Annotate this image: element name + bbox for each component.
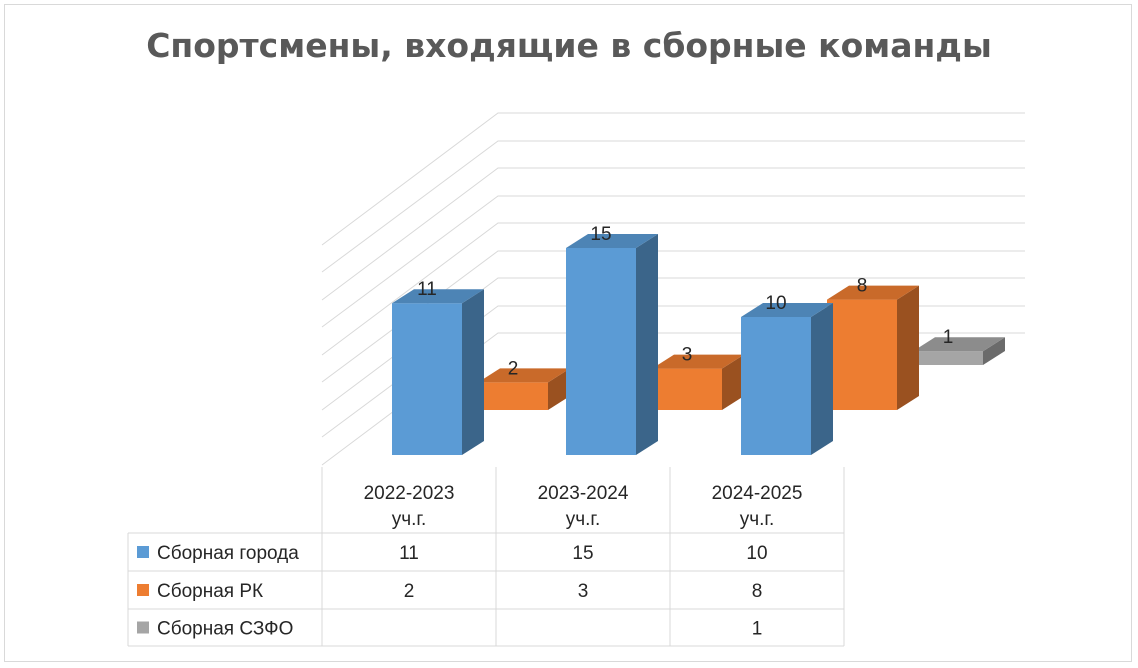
chart-title: Спортсмены, входящие в сборные команды bbox=[146, 26, 992, 65]
bar bbox=[392, 289, 484, 455]
data-labels: 1 2 3 8 11 15 10 bbox=[417, 224, 953, 379]
data-label: 8 bbox=[857, 276, 868, 297]
table-cell: 8 bbox=[752, 581, 763, 602]
bar-front bbox=[392, 303, 462, 455]
data-label: 15 bbox=[590, 224, 611, 245]
legend-key bbox=[137, 546, 149, 558]
category-label: уч.г. bbox=[566, 509, 601, 530]
gridline bbox=[321, 222, 1025, 356]
bar-front bbox=[652, 368, 722, 410]
bar-top bbox=[566, 234, 658, 248]
bar-front bbox=[566, 248, 636, 455]
data-label: 10 bbox=[765, 293, 786, 314]
bar-front bbox=[827, 299, 897, 410]
bar-front bbox=[741, 317, 811, 455]
category-label: 2023-2024 bbox=[538, 483, 629, 504]
bar-side bbox=[722, 354, 744, 410]
bar-top bbox=[827, 285, 919, 300]
bar-side bbox=[548, 368, 570, 410]
bar-side bbox=[811, 303, 833, 455]
bar bbox=[741, 303, 833, 455]
bar bbox=[652, 354, 744, 410]
table-cell: 15 bbox=[572, 543, 593, 564]
table-cell: 3 bbox=[578, 581, 589, 602]
bar bbox=[478, 368, 570, 410]
bar bbox=[913, 337, 1005, 365]
bar-front bbox=[913, 351, 983, 365]
bar-side bbox=[462, 289, 484, 455]
legend-key bbox=[137, 584, 149, 596]
gridline bbox=[321, 195, 1025, 328]
category-label: 2024-2025 bbox=[712, 483, 803, 504]
gridline bbox=[321, 112, 1025, 246]
gridline bbox=[321, 250, 1025, 383]
gridline bbox=[321, 140, 1025, 273]
table-cell: 10 bbox=[746, 543, 767, 564]
legend-key bbox=[137, 621, 149, 634]
data-label: 3 bbox=[682, 345, 693, 366]
table-cell: 2 bbox=[404, 581, 415, 602]
category-label: уч.г. bbox=[740, 509, 775, 530]
bar-top bbox=[913, 337, 1005, 352]
data-label: 2 bbox=[508, 358, 519, 379]
data-table: 2022-2023 уч.г. 2023-2024 уч.г. 2024-2025 уч.… bbox=[127, 467, 845, 647]
bar-front bbox=[478, 382, 548, 410]
table-cell: 11 bbox=[399, 543, 419, 564]
data-label: 1 bbox=[943, 327, 954, 348]
bar-top bbox=[478, 368, 570, 383]
bar bbox=[566, 234, 658, 455]
bar-side bbox=[636, 234, 658, 455]
bar-side bbox=[983, 337, 1005, 365]
category-label: 2022-2023 bbox=[364, 483, 455, 504]
category-label: уч.г. bbox=[392, 509, 427, 530]
bar bbox=[827, 285, 919, 410]
gridline bbox=[321, 167, 1025, 301]
gridline bbox=[321, 277, 1025, 411]
bar-top bbox=[741, 303, 833, 317]
bars bbox=[392, 234, 1005, 455]
gridlines bbox=[321, 112, 1025, 466]
legend-entry: Сборная РК bbox=[157, 581, 263, 602]
table-cell: 1 bbox=[752, 619, 763, 640]
bar-top bbox=[392, 289, 484, 304]
legend-entry: Сборная города bbox=[157, 543, 299, 564]
data-label: 11 bbox=[417, 279, 437, 300]
bar-top bbox=[652, 354, 744, 369]
legend-entry: Сборная СЗФО bbox=[157, 619, 293, 640]
bar-side bbox=[897, 285, 919, 410]
